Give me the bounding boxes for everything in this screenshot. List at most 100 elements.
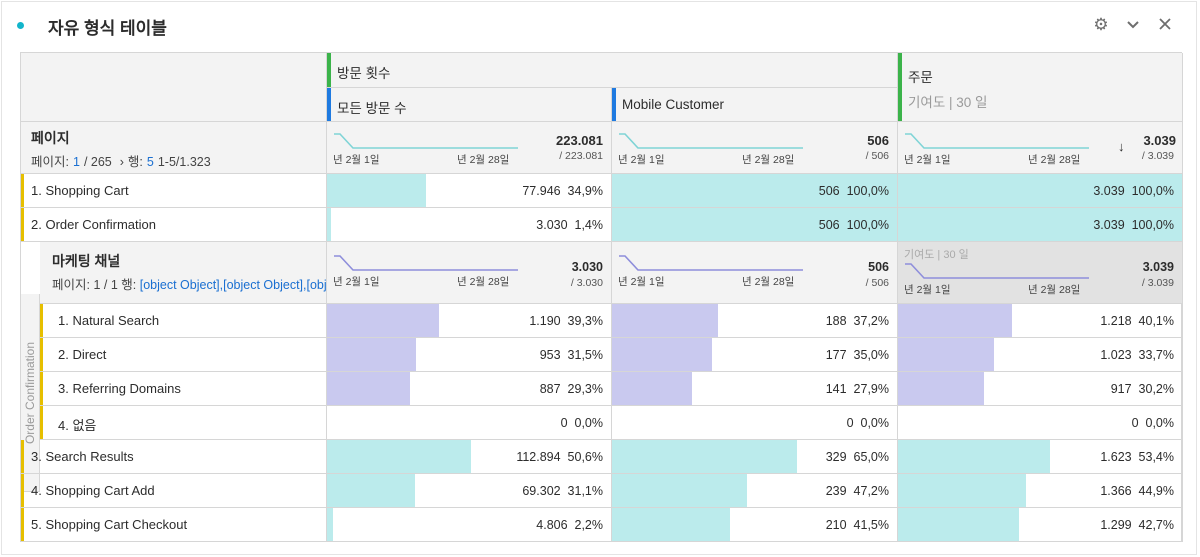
sparkline-end-label: 년 2월 28일 [1028,154,1081,166]
value: 506 [818,218,840,232]
sparkline [334,133,518,149]
percent: 35,0% [853,348,889,362]
total-value: 506 [868,260,889,274]
row-marker [21,440,24,473]
table-cell: 1.366 44,9% [898,474,1183,508]
total-value: 3.030 [571,260,603,274]
value: 0 [1131,416,1139,430]
percent-bar [327,508,334,541]
percent: 53,4% [1138,450,1174,464]
row-marker [40,372,43,405]
column-total: 년 2월 1일 년 2월 28일 506 / 506 [612,122,898,174]
total-value: 506 [867,133,889,148]
page: 1 / 1 [93,278,118,292]
arrow-down-icon[interactable]: ↓ [1118,139,1125,154]
row-label[interactable]: 2. Order Confirmation [31,217,156,232]
percent: 100,0% [846,184,889,198]
row-label[interactable]: 3. Search Results [31,449,134,464]
percent-bar [612,338,712,371]
sparkline-start-label: 년 2월 1일 [333,154,380,166]
table-cell: 177 35,0% [612,338,898,372]
row-label[interactable]: 4. Shopping Cart Add [31,483,155,498]
row-label[interactable]: 2. Direct [58,347,107,362]
cell-value: 112.894 50,6% [516,450,603,464]
breakdown-total: 년 2월 1일 년 2월 28일 506 / 506 [612,242,898,304]
percent: 0,0% [860,416,890,430]
value: 887 [539,382,561,396]
rows[interactable]: [object Object],[object Object],[object … [139,278,327,292]
drag-handle[interactable] [327,53,331,87]
sparkline-start-label: 년 2월 1일 [904,284,951,296]
row-marker [21,508,24,541]
drag-handle[interactable] [327,88,331,121]
table-cell: 3.039 100,0% [898,208,1183,242]
value: 188 [825,314,847,328]
row-label[interactable]: 3. Referring Domains [58,381,181,396]
percent: 31,1% [567,484,603,498]
value: 141 [825,382,847,396]
row-label[interactable]: 5. Shopping Cart Checkout [31,517,188,532]
table-cell: 917 30,2% [898,372,1183,406]
pagination: 페이지: 1/ 265 › 행: 5 1-5/1.323 [31,151,215,170]
percent: 47,2% [853,484,889,498]
row-marker [21,174,24,207]
table-cell: 0 0,0% [898,406,1183,440]
total-of-value: / 506 [865,277,889,289]
table-row-label: 1. Shopping Cart [21,174,327,208]
sparkline-start-label: 년 2월 1일 [333,276,380,288]
drag-handle[interactable] [612,88,616,121]
row-label[interactable]: 1. Shopping Cart [31,183,129,198]
percent: 50,6% [567,450,603,464]
percent-bar [327,304,439,337]
rows-label: 행: [121,278,137,292]
row-marker [21,474,24,507]
table-cell: 239 47,2% [612,474,898,508]
value: 1.366 [1100,484,1132,498]
percent-bar [327,372,411,405]
gear-icon[interactable]: ⚙ [1093,15,1109,34]
table-cell: 1.218 40,1% [898,304,1183,338]
table-cell: 3.030 1,4% [327,208,612,242]
total-of-value: / 3.039 [1141,150,1174,162]
table-cell: 0 0,0% [612,406,898,440]
value: 210 [825,518,847,532]
row-label[interactable]: 1. Natural Search [58,313,160,328]
page[interactable]: 1 [72,155,80,169]
range: 1-5/1.323 [157,155,211,169]
row-marker [40,406,43,439]
chevron-down-icon[interactable] [1122,14,1144,36]
percent: 44,9% [1138,484,1174,498]
percent: 39,3% [567,314,603,328]
rows_label: 행: [127,155,143,169]
percent: 40,1% [1138,314,1174,328]
dimension-header: 페이지 페이지: 1/ 265 › 행: 5 1-5/1.323 [21,122,327,174]
table-row-label: 2. Direct [40,338,327,372]
percent-bar [898,208,1182,241]
close-icon[interactable] [1154,14,1176,36]
percent-bar [898,508,1020,541]
value: 0 [560,416,568,430]
table-cell: 77.946 34,9% [327,174,612,208]
row-marker [40,338,43,371]
total-of-value: / 506 [865,150,889,162]
percent: 100,0% [1131,218,1174,232]
sparkline-end-label: 년 2월 28일 [457,154,510,166]
table-cell: 506 100,0% [612,208,898,242]
percent-bar [898,372,984,405]
rows[interactable]: 5 [146,155,154,169]
row-marker [40,304,43,337]
value: 1.218 [1100,314,1132,328]
percent-bar [612,174,897,207]
column-segment: Mobile Customer [612,88,898,122]
next-page-icon[interactable]: › [119,155,124,169]
cell-value: 188 37,2% [826,314,889,328]
value: 3.030 [536,218,568,232]
percent-bar [898,174,1182,207]
page-label: 페이지: [52,278,90,292]
percent: 65,0% [853,450,889,464]
drag-handle[interactable] [898,53,902,121]
value: 1.623 [1100,450,1132,464]
table-cell: 141 27,9% [612,372,898,406]
row-label[interactable]: 4. 없음 [58,418,97,433]
